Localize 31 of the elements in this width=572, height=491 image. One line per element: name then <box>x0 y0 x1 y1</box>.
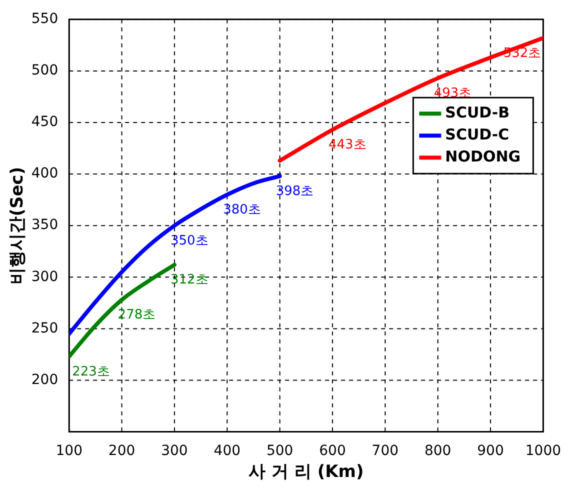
x-tick-label: 500 <box>266 442 294 459</box>
y-tick-label: 550 <box>31 11 58 28</box>
legend-label: SCUD-B <box>445 103 510 122</box>
y-tick-label: 350 <box>31 217 58 234</box>
annotation: 223초 <box>72 364 110 380</box>
legend-label: SCUD-C <box>445 125 510 144</box>
y-tick-label: 300 <box>31 268 58 285</box>
y-tick-label: 450 <box>31 114 58 130</box>
y-tick-label: 400 <box>31 166 58 182</box>
x-tick-label: 100 <box>56 442 82 459</box>
y-tick-label: 500 <box>31 62 58 79</box>
annotation: 398초 <box>276 184 314 199</box>
annotation: 380초 <box>223 202 261 218</box>
y-tick-label: 200 <box>31 372 58 388</box>
annotation: 443초 <box>328 138 366 153</box>
x-tick-label: 400 <box>214 442 241 459</box>
annotation: 278초 <box>118 308 156 323</box>
y-axis-title: 비행시간(Sec) <box>8 166 28 284</box>
annotation: 312초 <box>170 272 208 288</box>
legend-label: NODONG <box>445 147 521 166</box>
x-tick-label: 700 <box>372 442 399 459</box>
annotation: 350초 <box>170 233 208 248</box>
x-axis-title: 사 거 리 (Km) <box>248 462 364 482</box>
x-tick-label: 1000 <box>525 442 562 459</box>
y-tick-label: 250 <box>31 320 58 336</box>
x-tick-label: 600 <box>319 442 346 459</box>
x-tick-label: 900 <box>477 442 504 459</box>
line-series <box>278 36 544 163</box>
x-tick-label: 800 <box>424 442 452 459</box>
x-tick-label: 200 <box>108 442 136 459</box>
x-tick-label: 300 <box>161 442 188 459</box>
